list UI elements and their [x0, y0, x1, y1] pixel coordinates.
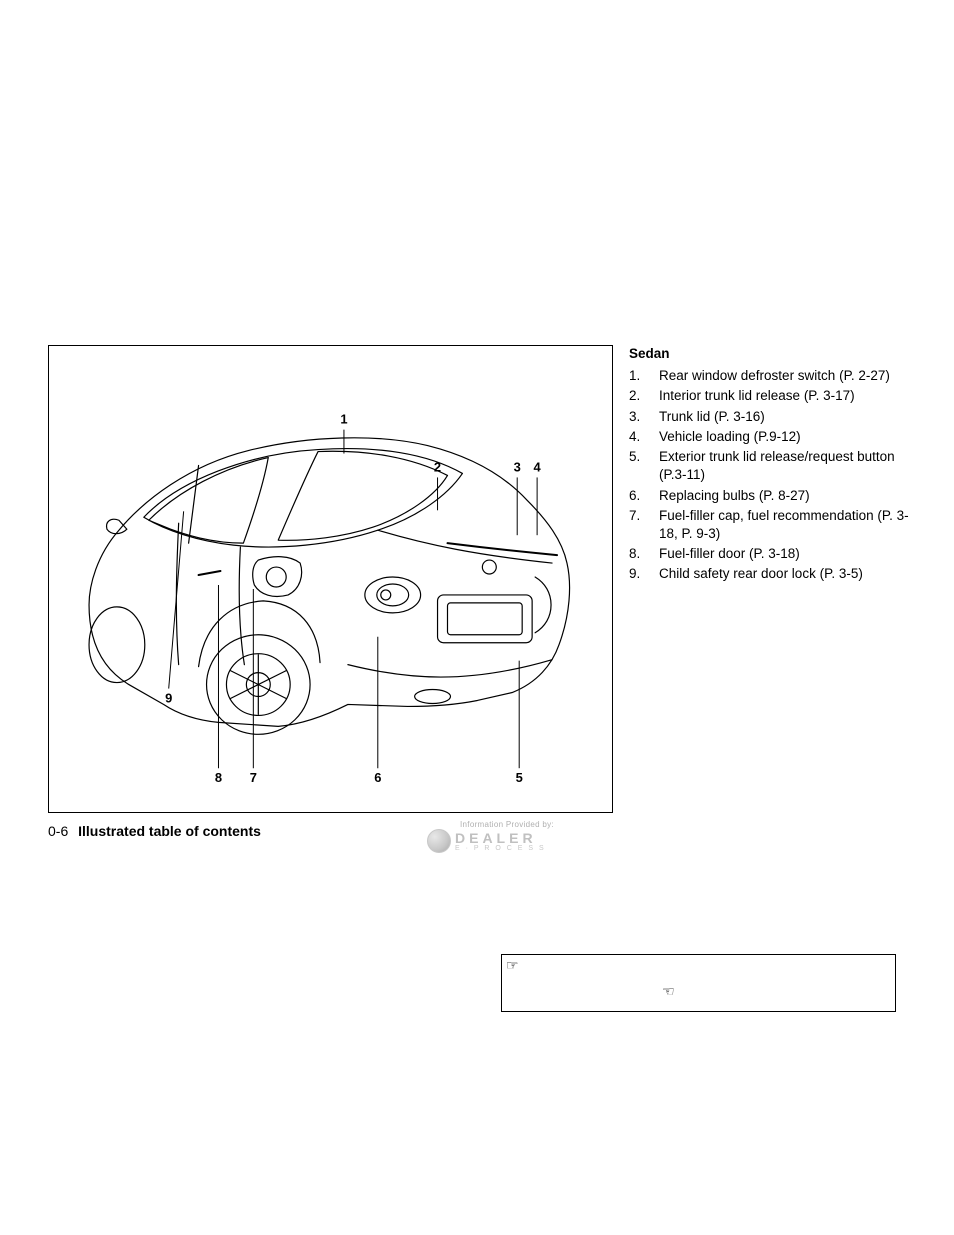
legend-item-number: 2.: [629, 387, 659, 405]
section-title: Illustrated table of contents: [78, 823, 261, 839]
legend-item: 5.Exterior trunk lid release/request but…: [629, 448, 909, 484]
provider-info-label: Information Provided by:: [427, 820, 587, 829]
vehicle-diagram: 1 2 34 5 6 7 8 9: [48, 345, 613, 813]
diagram-callout-number: 7: [250, 770, 257, 785]
legend-item: 3.Trunk lid (P. 3-16): [629, 408, 909, 426]
legend-item-label: Fuel-filler door (P. 3-18): [659, 545, 800, 563]
note-box: ☞ ☞: [501, 954, 896, 1012]
legend-item: 4.Vehicle loading (P.9-12): [629, 428, 909, 446]
pointing-hand-right-icon: ☞: [506, 957, 519, 974]
diagram-callout-number: 3: [514, 459, 521, 474]
legend-item-label: Trunk lid (P. 3-16): [659, 408, 765, 426]
legend-item-label: Interior trunk lid release (P. 3-17): [659, 387, 855, 405]
globe-icon: [427, 829, 451, 853]
provider-brand: DEALER: [455, 831, 546, 845]
legend-item-number: 6.: [629, 487, 659, 505]
legend-item-number: 7.: [629, 507, 659, 543]
provider-badge: Information Provided by: DEALER E · P R …: [427, 820, 587, 860]
legend-item-number: 1.: [629, 367, 659, 385]
legend-item-label: Fuel-filler cap, fuel recommendation (P.…: [659, 507, 909, 543]
diagram-callout-number: 6: [374, 770, 381, 785]
callout-legend: Sedan 1.Rear window defroster switch (P.…: [629, 345, 909, 586]
diagram-callout-number: 2: [434, 459, 441, 474]
legend-item-number: 8.: [629, 545, 659, 563]
legend-item-label: Vehicle loading (P.9-12): [659, 428, 801, 446]
legend-item: 1.Rear window defroster switch (P. 2-27): [629, 367, 909, 385]
page-footer: 0-6 Illustrated table of contents: [48, 823, 261, 839]
diagram-callout-number: 1: [340, 412, 347, 427]
legend-item-number: 5.: [629, 448, 659, 484]
legend-item: 8.Fuel-filler door (P. 3-18): [629, 545, 909, 563]
diagram-callout-number: 4: [534, 459, 542, 474]
legend-item: 7.Fuel-filler cap, fuel recommendation (…: [629, 507, 909, 543]
provider-sub: E · P R O C E S S: [455, 845, 546, 852]
page-number: 0-6: [48, 823, 68, 839]
legend-item-label: Replacing bulbs (P. 8-27): [659, 487, 810, 505]
legend-list: 1.Rear window defroster switch (P. 2-27)…: [629, 367, 909, 583]
legend-item-number: 9.: [629, 565, 659, 583]
legend-item-number: 4.: [629, 428, 659, 446]
diagram-callout-number: 8: [215, 770, 222, 785]
legend-item-label: Child safety rear door lock (P. 3-5): [659, 565, 863, 583]
legend-heading: Sedan: [629, 345, 909, 363]
legend-item: 6.Replacing bulbs (P. 8-27): [629, 487, 909, 505]
legend-item: 9.Child safety rear door lock (P. 3-5): [629, 565, 909, 583]
legend-item-number: 3.: [629, 408, 659, 426]
pointing-hand-left-icon: ☞: [662, 983, 675, 1000]
legend-item-label: Rear window defroster switch (P. 2-27): [659, 367, 890, 385]
diagram-callout-number: 9: [165, 690, 172, 705]
legend-item-label: Exterior trunk lid release/request butto…: [659, 448, 909, 484]
diagram-callout-number: 5: [516, 770, 523, 785]
legend-item: 2.Interior trunk lid release (P. 3-17): [629, 387, 909, 405]
